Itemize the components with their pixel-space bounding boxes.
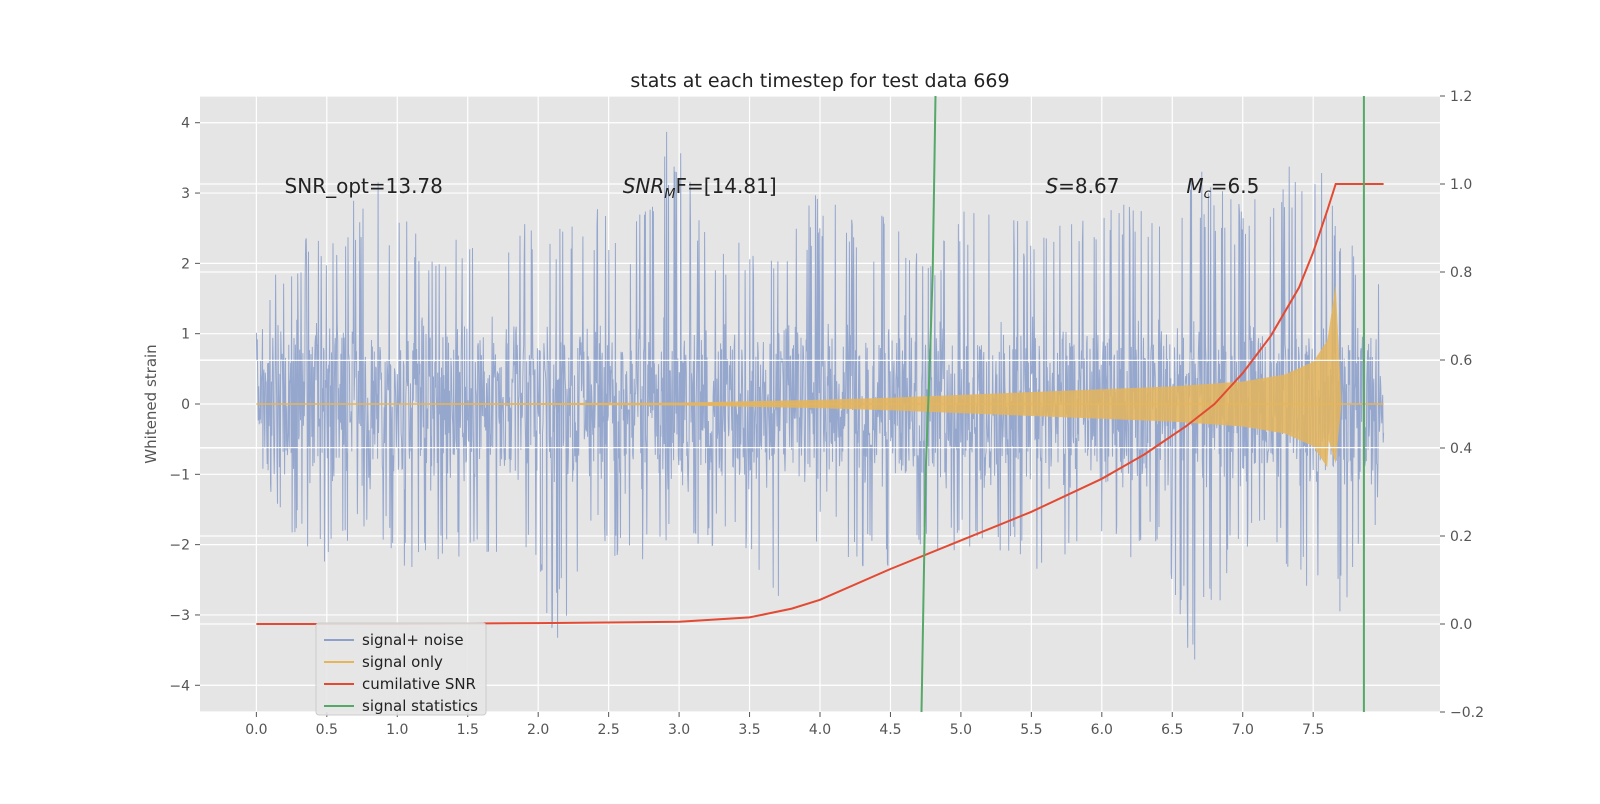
y-tick-label: −1	[169, 467, 190, 483]
cumulative-snr-series	[256, 183, 1384, 625]
legend-label: signal+ noise	[362, 631, 464, 649]
y2-tick-label: 0.4	[1450, 441, 1472, 457]
y2-tick-label: −0.2	[1450, 705, 1484, 721]
y2-tick-label: 0.8	[1450, 265, 1472, 281]
y-tick-label: 1	[181, 327, 190, 343]
legend-box	[315, 622, 487, 716]
annotation: S=8.67	[1045, 174, 1119, 198]
statistics-line	[920, 95, 937, 713]
annotation: SNR_opt=13.78	[285, 174, 443, 198]
y2-tick-label: 0.6	[1450, 353, 1472, 369]
x-tick-label: 3.5	[738, 722, 760, 738]
y-tick-label: 2	[181, 256, 190, 272]
legend-label: signal statistics	[362, 697, 478, 715]
signal-only-series	[256, 284, 1384, 468]
y-tick-label: 4	[181, 116, 190, 132]
y-axis-left: 4 3 2 1 0 −1 −2 −3 −4	[169, 116, 200, 694]
legend-label: signal only	[362, 653, 443, 671]
signal-statistics-series	[920, 95, 1365, 713]
x-tick-label: 2.5	[598, 722, 620, 738]
x-tick-label: 3.0	[668, 722, 690, 738]
x-tick-label: 5.0	[950, 722, 972, 738]
x-tick-label: 1.5	[457, 722, 479, 738]
y-tick-label: −4	[169, 678, 190, 694]
x-tick-label: 1.0	[386, 722, 408, 738]
x-tick-label: 4.0	[809, 722, 831, 738]
annotations: SNR_opt=13.78 SNRMF=[14.81] S=8.67 Mc=6.5	[285, 174, 1260, 202]
x-tick-label: 7.0	[1232, 722, 1254, 738]
y2-tick-label: 0.2	[1450, 529, 1472, 545]
x-tick-label: 6.0	[1091, 722, 1113, 738]
y2-tick-label: 1.0	[1450, 177, 1472, 193]
x-tick-label: 7.5	[1302, 722, 1324, 738]
y-axis-right: 1.2 1.0 0.8 0.6 0.4 0.2 0.0 −0.2	[1440, 89, 1484, 721]
annotation: SNRMF=[14.81]	[623, 174, 777, 202]
y-axis-label: Whitened strain	[142, 344, 160, 463]
legend: signal+ noise signal only cumilative SNR si…	[315, 622, 487, 716]
x-axis: 0.0 0.5 1.0 1.5 2.0 2.5 3.0 3.5 4.0 4.5 5.0 5.5 6.0 6…	[245, 712, 1324, 738]
y2-tick-label: 0.0	[1450, 617, 1472, 633]
annotation: Mc=6.5	[1186, 174, 1259, 202]
snr-line	[256, 183, 1384, 625]
y-tick-label: −3	[169, 608, 190, 624]
x-tick-label: 2.0	[527, 722, 549, 738]
core-band	[200, 359, 1440, 449]
chart-title: stats at each timestep for test data 669	[630, 70, 1009, 92]
x-tick-label: 0.5	[316, 722, 338, 738]
y2-tick-label: 1.2	[1450, 89, 1472, 105]
y-tick-label: 0	[181, 397, 190, 413]
x-tick-label: 6.5	[1161, 722, 1183, 738]
y-tick-label: 3	[181, 186, 190, 202]
y-tick-label: −2	[169, 538, 190, 554]
x-tick-label: 5.5	[1020, 722, 1042, 738]
x-tick-label: 4.5	[879, 722, 901, 738]
legend-label: cumilative SNR	[362, 675, 476, 693]
x-tick-label: 0.0	[245, 722, 267, 738]
